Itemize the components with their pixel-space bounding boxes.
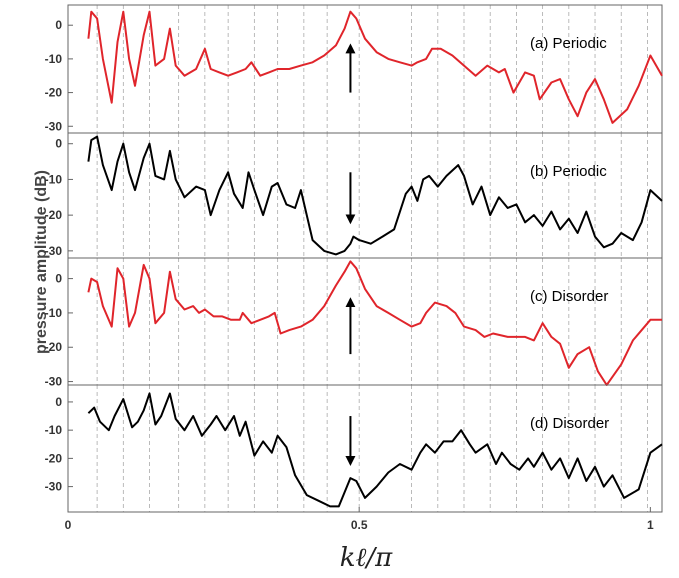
y-tick-label-p1-0: 0: [55, 137, 62, 151]
y-tick-label-p0-3: -30: [45, 119, 63, 133]
y-tick-label-p1-3: -30: [45, 244, 63, 258]
panel-frame-1: [67, 132, 663, 259]
y-tick-label-p1-1: -10: [45, 172, 63, 186]
y-axis-label: pressure amplitude (dB): [33, 170, 50, 354]
panel-label-2: (c) Disorder: [530, 288, 608, 305]
y-tick-label-p2-1: -10: [45, 306, 63, 320]
series-line-panel-3: [87, 392, 663, 508]
x-tick-label-2: 1: [647, 518, 654, 532]
y-tick-label-p0-1: -10: [45, 52, 63, 66]
panel-label-3: (d) Disorder: [530, 415, 609, 432]
series-line-panel-0: [87, 10, 663, 124]
y-tick-label-p0-2: -20: [45, 86, 63, 100]
panel-frame-3: [67, 384, 663, 513]
series-line-panel-2: [87, 260, 662, 386]
y-tick-label-p2-2: -20: [45, 340, 63, 354]
y-tick-label-p0-0: 0: [55, 18, 62, 32]
panel-frame-0: [67, 4, 663, 134]
y-tick-label-p3-0: 0: [55, 395, 62, 409]
series-line-panel-1: [87, 135, 663, 256]
y-tick-label-p3-1: -10: [45, 423, 63, 437]
panel-label-1: (b) Periodic: [530, 163, 607, 180]
y-tick-label-p2-0: 0: [55, 272, 62, 286]
y-tick-label-p2-3: -30: [45, 375, 63, 389]
y-tick-label-p1-2: -20: [45, 208, 63, 222]
y-tick-label-p3-3: -30: [45, 480, 63, 494]
x-tick-label-1: 0.5: [351, 518, 368, 532]
x-axis-label: kℓ/π: [340, 543, 393, 573]
y-tick-label-p3-2: -20: [45, 451, 63, 465]
x-tick-label-0: 0: [65, 518, 72, 532]
panel-label-0: (a) Periodic: [530, 35, 607, 52]
